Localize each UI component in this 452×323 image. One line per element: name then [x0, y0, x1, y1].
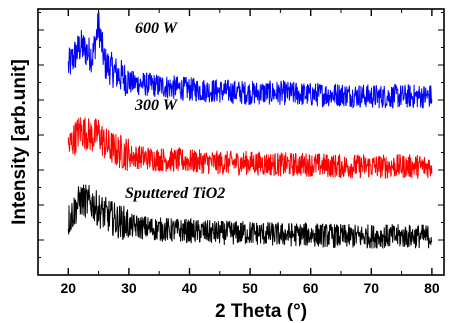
x-axis-title: 2 Theta (°): [215, 301, 307, 322]
series-label-0: 600 W: [135, 20, 179, 37]
x-tick-label-4: 60: [303, 280, 319, 296]
series-layer: [67, 12, 433, 249]
x-tick-label-5: 70: [363, 280, 379, 296]
x-tick-label-1: 30: [121, 280, 137, 296]
x-tick-label-2: 40: [182, 280, 198, 296]
x-tick-label-3: 50: [242, 280, 258, 296]
x-tick-label-6: 80: [424, 280, 440, 296]
series-labels: 600 W 300 W Sputtered TiO2: [125, 20, 225, 202]
y-axis-title: Intensity [arb.unit]: [9, 59, 30, 225]
axes: 20 30 40 50 60 70 80 2 Theta (°) Intensity [arb.…: [9, 8, 445, 322]
series-label-1: 300 W: [134, 97, 179, 114]
series-label-2: Sputtered TiO2: [125, 185, 225, 202]
plot-frame: [37, 8, 445, 276]
x-tick-label-0: 20: [61, 280, 77, 296]
series-line-1: [67, 117, 433, 180]
series-line-0: [67, 12, 433, 109]
series-line-2: [67, 184, 433, 249]
